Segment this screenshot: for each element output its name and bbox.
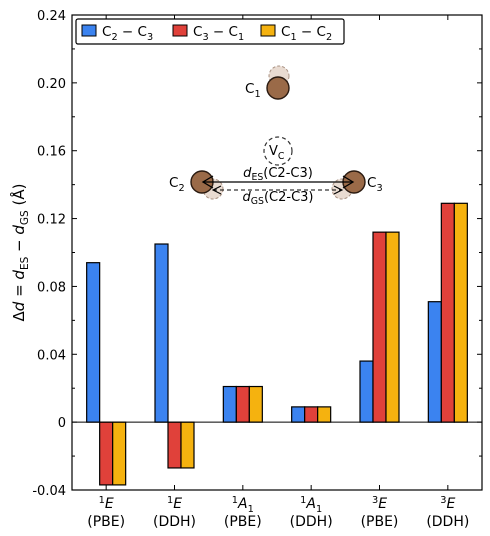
bar (440, 202, 455, 423)
y-tick-label: 0.24 (37, 9, 66, 24)
x-tick-label: 1A1 (300, 495, 322, 515)
bar (385, 231, 400, 423)
c1-atom (266, 76, 290, 100)
bar (167, 421, 182, 469)
bar (291, 406, 306, 423)
c1-label: C1 (245, 81, 261, 100)
x-tick-label: 3E (372, 495, 387, 512)
legend-label: C2 − C3 (102, 24, 153, 43)
legend-swatch (172, 24, 188, 37)
x-tick-label: 1E (99, 495, 114, 512)
y-axis-label: Δd = dES − dGS (Å) (9, 184, 31, 322)
y-tick-label: 0.04 (37, 348, 66, 363)
c3-label: C3 (367, 175, 383, 194)
axis-ticks: -0.04 0 0.04 0.08 0.12 0.16 0.20 0.24 1E (PBE) 1E (… (32, 9, 482, 530)
bar (248, 385, 263, 423)
bar (453, 202, 468, 423)
y-tick-label: 0.12 (37, 213, 66, 228)
legend-label: C3 − C1 (193, 24, 244, 43)
bar (154, 243, 169, 423)
y-tick-label: 0 (58, 416, 66, 431)
legend-swatch (260, 24, 276, 37)
legend-box (75, 18, 345, 45)
plot-frame (71, 14, 483, 491)
y-tick-label: 0.20 (37, 77, 66, 92)
legend: C2 − C3 C3 − C1 C1 − C2 (75, 18, 345, 45)
bar (427, 301, 442, 423)
x-tick-label: 3E (440, 495, 455, 512)
y-tick-label: 0.08 (37, 280, 66, 295)
x-tick-label: 1E (167, 495, 182, 512)
bar (359, 360, 374, 423)
bar (222, 385, 237, 423)
x-tick-method: (DDH) (290, 514, 333, 530)
y-tick-label: -0.04 (32, 484, 66, 499)
vacancy-label: VC (269, 144, 285, 162)
bar (180, 421, 195, 469)
bar (304, 406, 319, 423)
x-tick-method: (PBE) (361, 514, 399, 530)
bar (86, 262, 101, 423)
c2-label: C2 (169, 175, 185, 194)
bars-group (86, 202, 468, 486)
x-tick-method: (DDH) (426, 514, 469, 530)
bar (235, 385, 250, 423)
bar (112, 421, 127, 486)
bar (372, 231, 387, 423)
bar (99, 421, 114, 486)
vacancy-circle (263, 136, 293, 166)
legend-swatch (81, 24, 97, 37)
x-tick-label: 1A1 (232, 495, 254, 515)
structure-inset: C1 C2 C3 VC dES(C2-C3) dGS(C2-C3) (169, 65, 383, 207)
x-tick-method: (PBE) (87, 514, 125, 530)
x-tick-method: (PBE) (224, 514, 262, 530)
d-gs-label: dGS(C2-C3) (243, 190, 314, 207)
bar (317, 406, 332, 423)
legend-label: C1 − C2 (281, 24, 332, 43)
d-es-arrowheads (201, 175, 355, 189)
d-gs-arrowheads (211, 185, 344, 195)
d-es-label: dES(C2-C3) (243, 166, 313, 183)
x-tick-method: (DDH) (153, 514, 196, 530)
y-tick-label: 0.16 (37, 145, 66, 160)
